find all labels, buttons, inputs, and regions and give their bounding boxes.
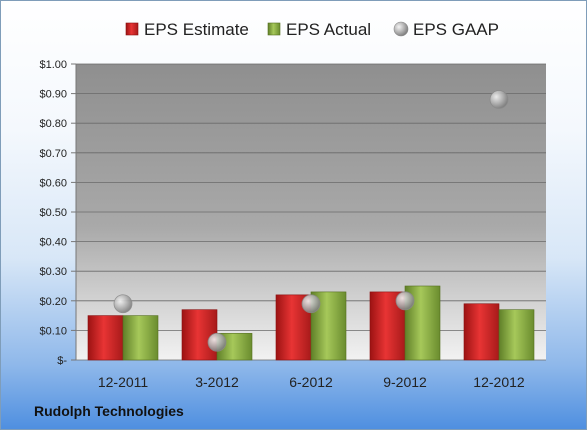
bar-eps-estimate bbox=[87, 315, 124, 361]
x-tick-label: 6-2012 bbox=[289, 374, 333, 390]
legend: EPS Estimate EPS Actual EPS GAAP bbox=[125, 20, 499, 39]
company-name: Rudolph Technologies bbox=[34, 403, 184, 419]
y-tick-label: $0.70 bbox=[39, 148, 67, 160]
marker-eps-gaap bbox=[489, 90, 509, 109]
bar-eps-estimate bbox=[463, 303, 500, 361]
bar-eps-actual bbox=[122, 315, 159, 361]
bar-eps-estimate bbox=[181, 309, 218, 361]
y-tick-label: $0.60 bbox=[39, 177, 67, 189]
legend-swatch bbox=[393, 21, 409, 37]
x-tick-label: 12-2012 bbox=[473, 374, 525, 390]
marker-eps-gaap bbox=[113, 294, 133, 314]
y-tick-label: $0.50 bbox=[39, 207, 67, 219]
legend-swatch bbox=[125, 22, 139, 36]
y-tick-label: $- bbox=[57, 355, 67, 367]
y-tick-label: $1.00 bbox=[39, 59, 67, 71]
y-tick-label: $0.30 bbox=[39, 266, 67, 278]
x-tick-label: 9-2012 bbox=[383, 374, 427, 390]
legend-label: EPS GAAP bbox=[413, 20, 499, 39]
legend-label: EPS Estimate bbox=[144, 20, 249, 39]
legend-label: EPS Actual bbox=[286, 20, 371, 39]
x-tick-label: 12-2011 bbox=[98, 374, 149, 390]
y-tick-label: $0.90 bbox=[39, 89, 67, 101]
marker-eps-gaap bbox=[207, 332, 227, 352]
bars bbox=[87, 285, 535, 361]
y-tick-label: $0.20 bbox=[39, 296, 67, 308]
x-tick-label: 3-2012 bbox=[195, 374, 239, 390]
bar-eps-actual bbox=[498, 309, 535, 361]
y-tick-label: $0.10 bbox=[39, 325, 67, 337]
marker-eps-gaap bbox=[395, 291, 415, 311]
y-axis: $- $0.10 $0.20 $0.30 $0.40 $0.50 $0.60 $0.70 $0.… bbox=[39, 59, 77, 367]
y-tick-label: $0.80 bbox=[39, 118, 67, 130]
y-tick-label: $0.40 bbox=[39, 237, 67, 249]
x-axis: 12-2011 3-2012 6-2012 9-2012 12-2012 bbox=[98, 374, 525, 390]
marker-eps-gaap bbox=[301, 294, 321, 314]
gaap-markers bbox=[113, 90, 509, 352]
legend-swatch bbox=[267, 22, 281, 36]
